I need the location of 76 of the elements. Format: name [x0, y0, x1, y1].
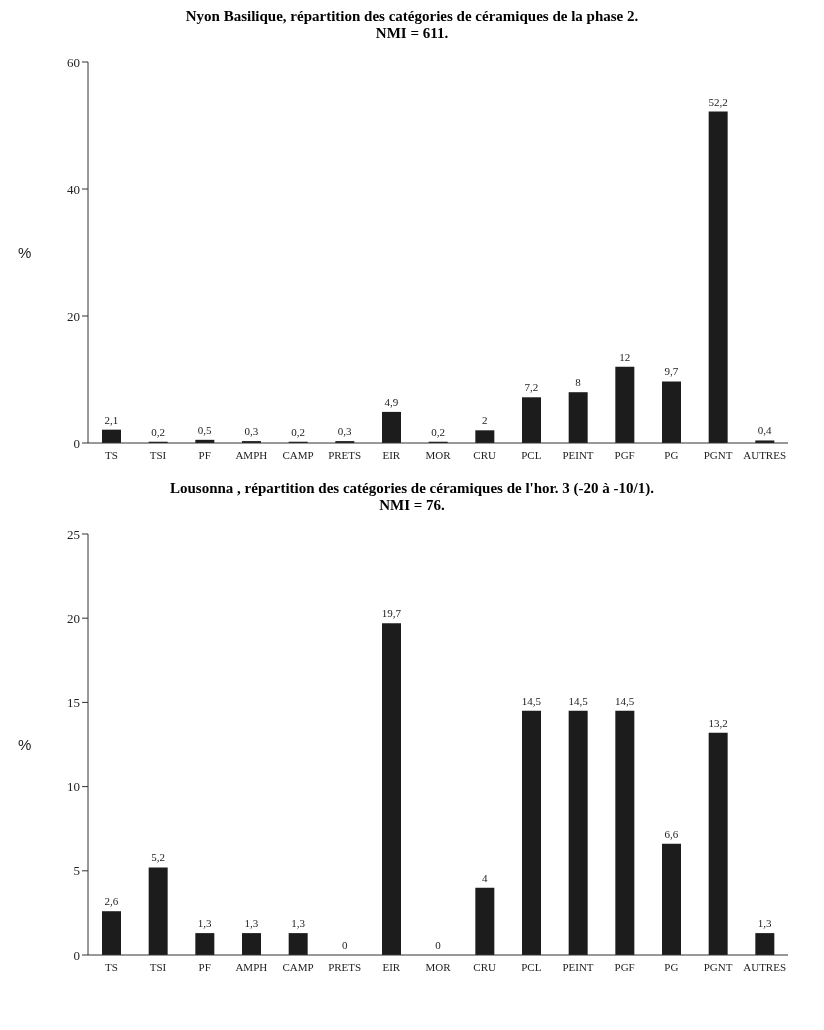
data-label: 0,3 — [337, 425, 353, 438]
x-tick-label: EIR — [382, 448, 401, 461]
data-label: 4,9 — [384, 395, 399, 408]
x-tick-label: PF — [198, 960, 211, 973]
data-label: 0,3 — [244, 425, 259, 438]
x-tick-label: PEINT — [562, 960, 594, 973]
data-label: 0,2 — [291, 425, 305, 438]
x-tick-label: CAMP — [282, 448, 314, 461]
data-label: 12 — [619, 350, 631, 363]
data-label: 7,2 — [524, 381, 539, 394]
y-tick-label: 5 — [73, 863, 80, 879]
chart-title: Lousonna , répartition des catégories de céramiques de l'hor. 3 (-20 à -10/1). — [169, 480, 655, 497]
data-label: 0 — [341, 939, 348, 951]
y-tick-label: 0 — [73, 947, 80, 963]
x-tick-label: PGF — [614, 960, 635, 973]
data-label: 0,2 — [431, 425, 445, 438]
data-label: 1,3 — [757, 917, 773, 930]
x-tick-label: AUTRES — [743, 960, 787, 973]
data-label: 4 — [481, 871, 488, 884]
y-tick-label: 25 — [67, 526, 80, 542]
x-tick-label: PCL — [521, 960, 542, 973]
x-tick-label: PF — [198, 448, 211, 461]
x-tick-label: TSI — [149, 448, 167, 461]
data-label: 1,3 — [291, 917, 306, 930]
y-tick-label: 15 — [67, 695, 80, 711]
data-label: 8 — [575, 376, 582, 389]
x-tick-label: CRU — [473, 960, 497, 973]
data-label: 14,5 — [521, 694, 542, 707]
data-label: 14,5 — [568, 694, 589, 707]
x-tick-label: CRU — [473, 448, 497, 461]
data-label: 19,7 — [381, 607, 402, 620]
y-axis-title: % — [18, 735, 32, 753]
y-tick-label: 60 — [67, 54, 80, 70]
y-axis-title: % — [18, 243, 32, 261]
x-tick-label: PG — [664, 448, 679, 461]
data-label: 2,1 — [104, 413, 119, 426]
data-label: 2 — [481, 414, 488, 427]
chart-title: Nyon Basilique, répartition des catégories de céramiques de la phase 2. — [184, 8, 640, 25]
x-tick-label: PCL — [521, 448, 542, 461]
x-tick-label: PRETS — [328, 448, 362, 461]
chart-subtitle: NMI = 611. — [374, 25, 450, 42]
data-label: 2,6 — [104, 895, 119, 908]
x-tick-label: TS — [104, 448, 118, 461]
x-tick-label: CAMP — [282, 960, 314, 973]
x-tick-label: AUTRES — [743, 448, 787, 461]
data-label: 5,2 — [151, 851, 165, 864]
x-tick-label: MOR — [425, 448, 452, 461]
data-label: 1,3 — [244, 917, 259, 930]
chart-subtitle: NMI = 76. — [378, 497, 446, 514]
x-tick-label: PG — [664, 960, 679, 973]
y-tick-label: 40 — [67, 181, 80, 197]
data-label: 13,2 — [708, 716, 728, 729]
x-tick-label: PRETS — [328, 960, 362, 973]
x-tick-label: TS — [104, 960, 118, 973]
data-label: 1,3 — [197, 917, 213, 930]
x-tick-label: PEINT — [562, 448, 594, 461]
x-tick-label: TSI — [149, 960, 167, 973]
data-label: 0,2 — [151, 425, 165, 438]
x-tick-label: AMPH — [235, 448, 268, 461]
x-tick-label: EIR — [382, 960, 401, 973]
data-label: 9,7 — [664, 365, 679, 378]
data-label: 0,4 — [757, 424, 773, 437]
data-label: 0 — [435, 939, 442, 951]
data-label: 52,2 — [708, 95, 728, 108]
y-tick-label: 20 — [67, 610, 80, 626]
data-label: 14,5 — [615, 694, 635, 707]
x-tick-label: MOR — [425, 960, 452, 973]
x-tick-label: PGF — [614, 448, 635, 461]
x-tick-label: PGNT — [703, 448, 733, 461]
x-tick-label: PGNT — [703, 960, 733, 973]
data-label: 0,5 — [197, 423, 213, 436]
x-tick-label: AMPH — [235, 960, 268, 973]
y-tick-label: 0 — [73, 435, 80, 451]
y-tick-label: 10 — [67, 779, 80, 795]
y-tick-label: 20 — [67, 308, 80, 324]
data-label: 6,6 — [664, 827, 679, 840]
